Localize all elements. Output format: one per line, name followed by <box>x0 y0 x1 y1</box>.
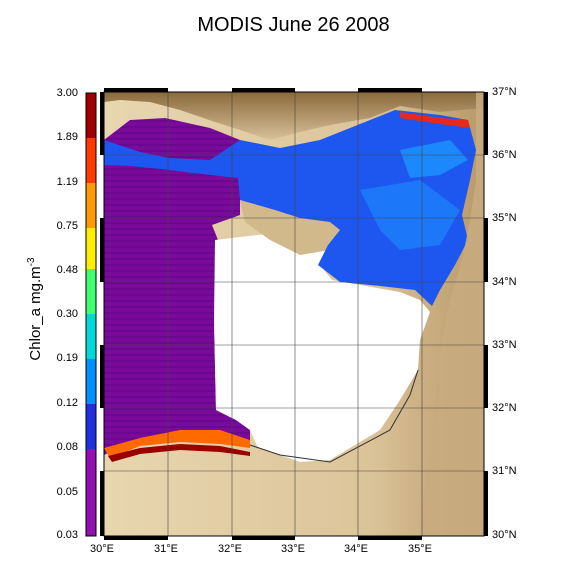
colorbar-tick-label: 0.48 <box>56 264 78 276</box>
map-title: MODIS June 26 2008 <box>197 14 390 36</box>
lat-label: 36°N <box>492 149 517 161</box>
lat-label: 33°N <box>492 339 517 351</box>
darkred-coastal-band-south <box>108 444 250 462</box>
orange-coastal-band-south <box>104 430 250 458</box>
turkey-land <box>104 92 484 140</box>
colorbar-tick-label: 0.19 <box>56 352 78 364</box>
lon-label: 33°E <box>281 543 305 555</box>
colorbar-green <box>86 269 96 314</box>
levant-land <box>420 92 484 536</box>
graticule <box>104 92 484 536</box>
red-coastal-band-north <box>400 112 470 128</box>
colorbar-tick-label: 0.03 <box>56 529 78 541</box>
colorbar-tick-label: 0.12 <box>56 397 78 409</box>
lat-label: 31°N <box>492 465 517 477</box>
lat-label: 30°N <box>492 529 517 541</box>
lat-label: 37°N <box>492 86 517 98</box>
colorbar-tick-label: 0.08 <box>56 441 78 453</box>
lat-label: 35°N <box>492 212 517 224</box>
colorbar-blue <box>86 404 96 449</box>
colorbar-purple <box>86 449 96 536</box>
colorbar-tick-label: 1.89 <box>56 131 78 143</box>
cloud-nodata-area <box>214 230 430 462</box>
cyan-patch-east <box>400 140 468 178</box>
colorbar-tick-label: 0.75 <box>56 220 78 232</box>
sinai-coastline <box>249 369 419 463</box>
colorbar-tick-label: 1.19 <box>56 176 78 188</box>
colorbar-tick-label: 0.30 <box>56 308 78 320</box>
lon-label: 35°E <box>408 543 432 555</box>
colorbar-tick-label: 3.00 <box>56 87 78 99</box>
colorbar-orange <box>86 183 96 228</box>
map-frame <box>100 88 488 540</box>
lon-label: 34°E <box>344 543 368 555</box>
purple-sea-west <box>104 118 250 455</box>
colorbar-darkred <box>86 93 96 138</box>
cyprus-land <box>240 200 345 255</box>
colorbar-cyan <box>86 314 96 359</box>
colorbar-tick-label: 0.05 <box>56 486 78 498</box>
colorbar <box>85 92 97 537</box>
blue-sea-north <box>104 110 476 306</box>
lon-label: 30°E <box>90 543 114 555</box>
lat-label: 32°N <box>492 402 517 414</box>
colorbar-orange-red <box>86 138 96 183</box>
lon-label: 31°E <box>154 543 178 555</box>
lon-label: 32°E <box>218 543 242 555</box>
lat-label: 34°N <box>492 276 517 288</box>
lightblue-patch-east <box>360 180 460 250</box>
colorbar-yellow <box>86 228 96 269</box>
colorbar-lightblue <box>86 359 96 404</box>
colorbar-border <box>85 92 97 537</box>
